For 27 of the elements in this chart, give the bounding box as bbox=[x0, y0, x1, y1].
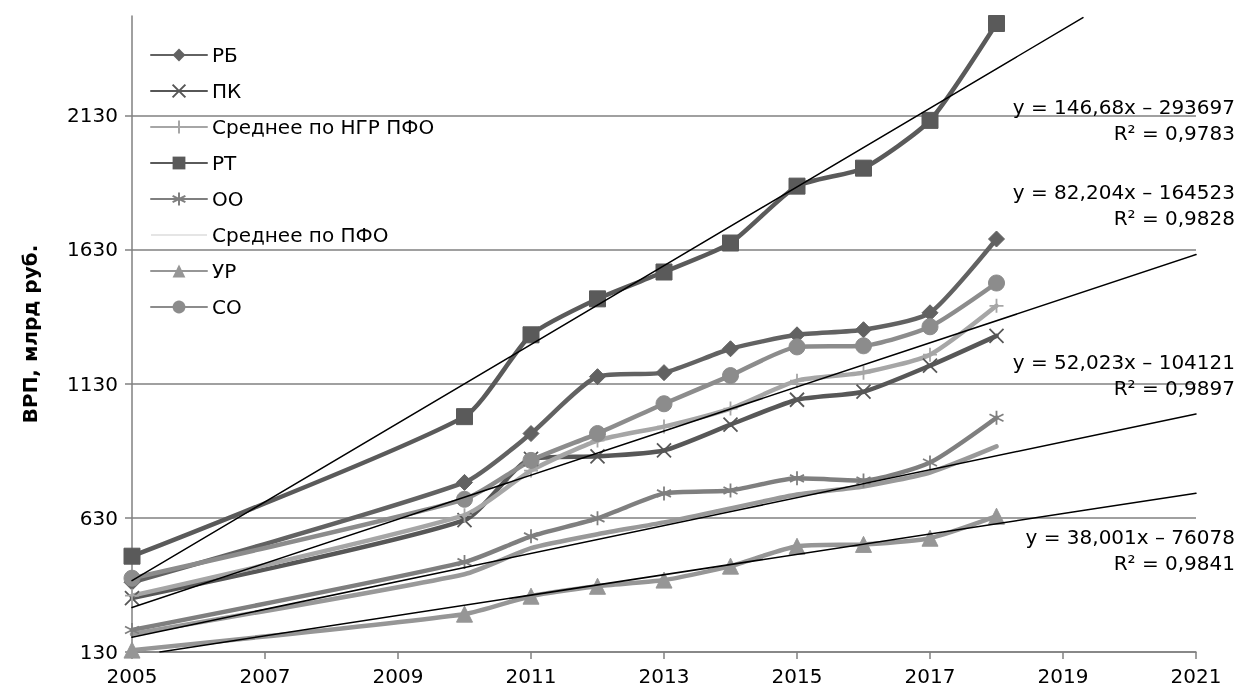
legend-label: Среднее по ПФО bbox=[212, 223, 389, 247]
y-tick-label: 1630 bbox=[67, 237, 118, 262]
legend-label: УР bbox=[212, 259, 237, 283]
x-tick-label: 2015 bbox=[771, 664, 823, 688]
x-tick-label: 2011 bbox=[505, 664, 557, 688]
annotation: y = 52,023x – 104121 R² = 0,9897 bbox=[1012, 350, 1235, 400]
x-tick-label: 2017 bbox=[904, 664, 956, 688]
x-tick-label: 2013 bbox=[638, 664, 690, 688]
legend-label: ОО bbox=[212, 187, 244, 211]
legend-label: СО bbox=[212, 295, 242, 319]
legend-label: РТ bbox=[212, 151, 238, 175]
x-tick-label: 2009 bbox=[372, 664, 424, 688]
y-tick-label: 1130 bbox=[67, 371, 118, 396]
x-tick-label: 2021 bbox=[1170, 664, 1222, 688]
annotation: y = 146,68x – 293697 R² = 0,9783 bbox=[1012, 95, 1235, 145]
x-tick-label: 2005 bbox=[106, 664, 158, 688]
y-axis-title: ВРП, млрд руб. bbox=[18, 244, 42, 424]
x-tick-label: 2019 bbox=[1037, 664, 1089, 688]
annotation: y = 38,001x – 76078 R² = 0,9841 bbox=[1025, 525, 1235, 575]
annotation: y = 82,204x – 164523 R² = 0,9828 bbox=[1012, 180, 1235, 230]
legend-label: ПК bbox=[212, 79, 242, 103]
y-tick-label: 2130 bbox=[67, 103, 118, 128]
y-tick-label: 630 bbox=[79, 505, 118, 530]
x-tick-label: 2007 bbox=[239, 664, 291, 688]
y-tick-label: 130 bbox=[79, 640, 118, 664]
legend-label: РБ bbox=[212, 43, 238, 67]
legend-label: Среднее по НГР ПФО bbox=[212, 115, 435, 139]
